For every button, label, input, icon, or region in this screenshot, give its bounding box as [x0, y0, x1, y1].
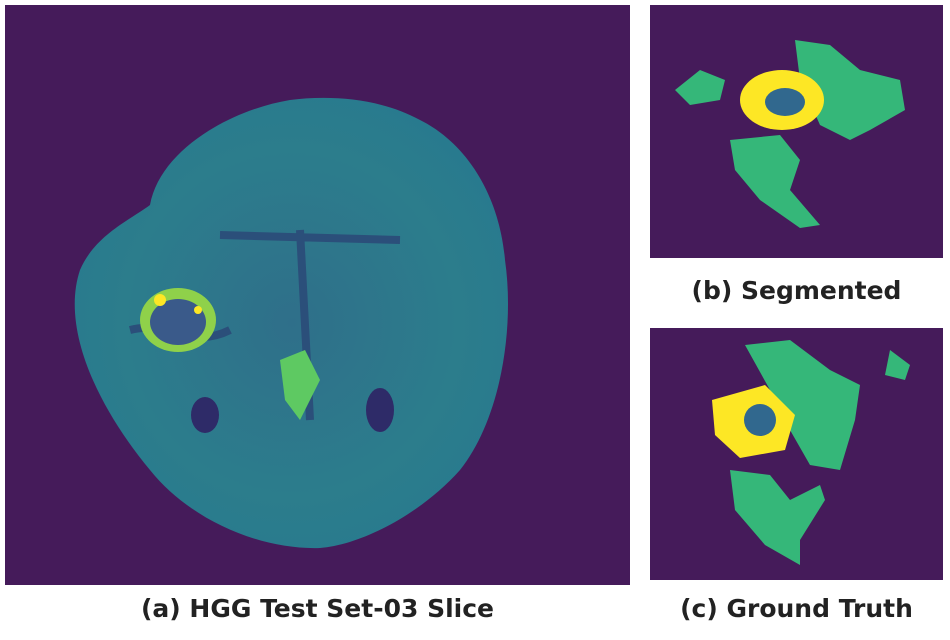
segmented-image	[650, 5, 943, 258]
mri-slice-image	[5, 5, 630, 585]
caption: (c) Ground Truth	[680, 594, 913, 623]
caption: (a) HGG Test Set-03 Slice	[140, 594, 494, 623]
caption: (b) Segmented	[691, 276, 902, 305]
ground-truth-image	[650, 328, 943, 580]
